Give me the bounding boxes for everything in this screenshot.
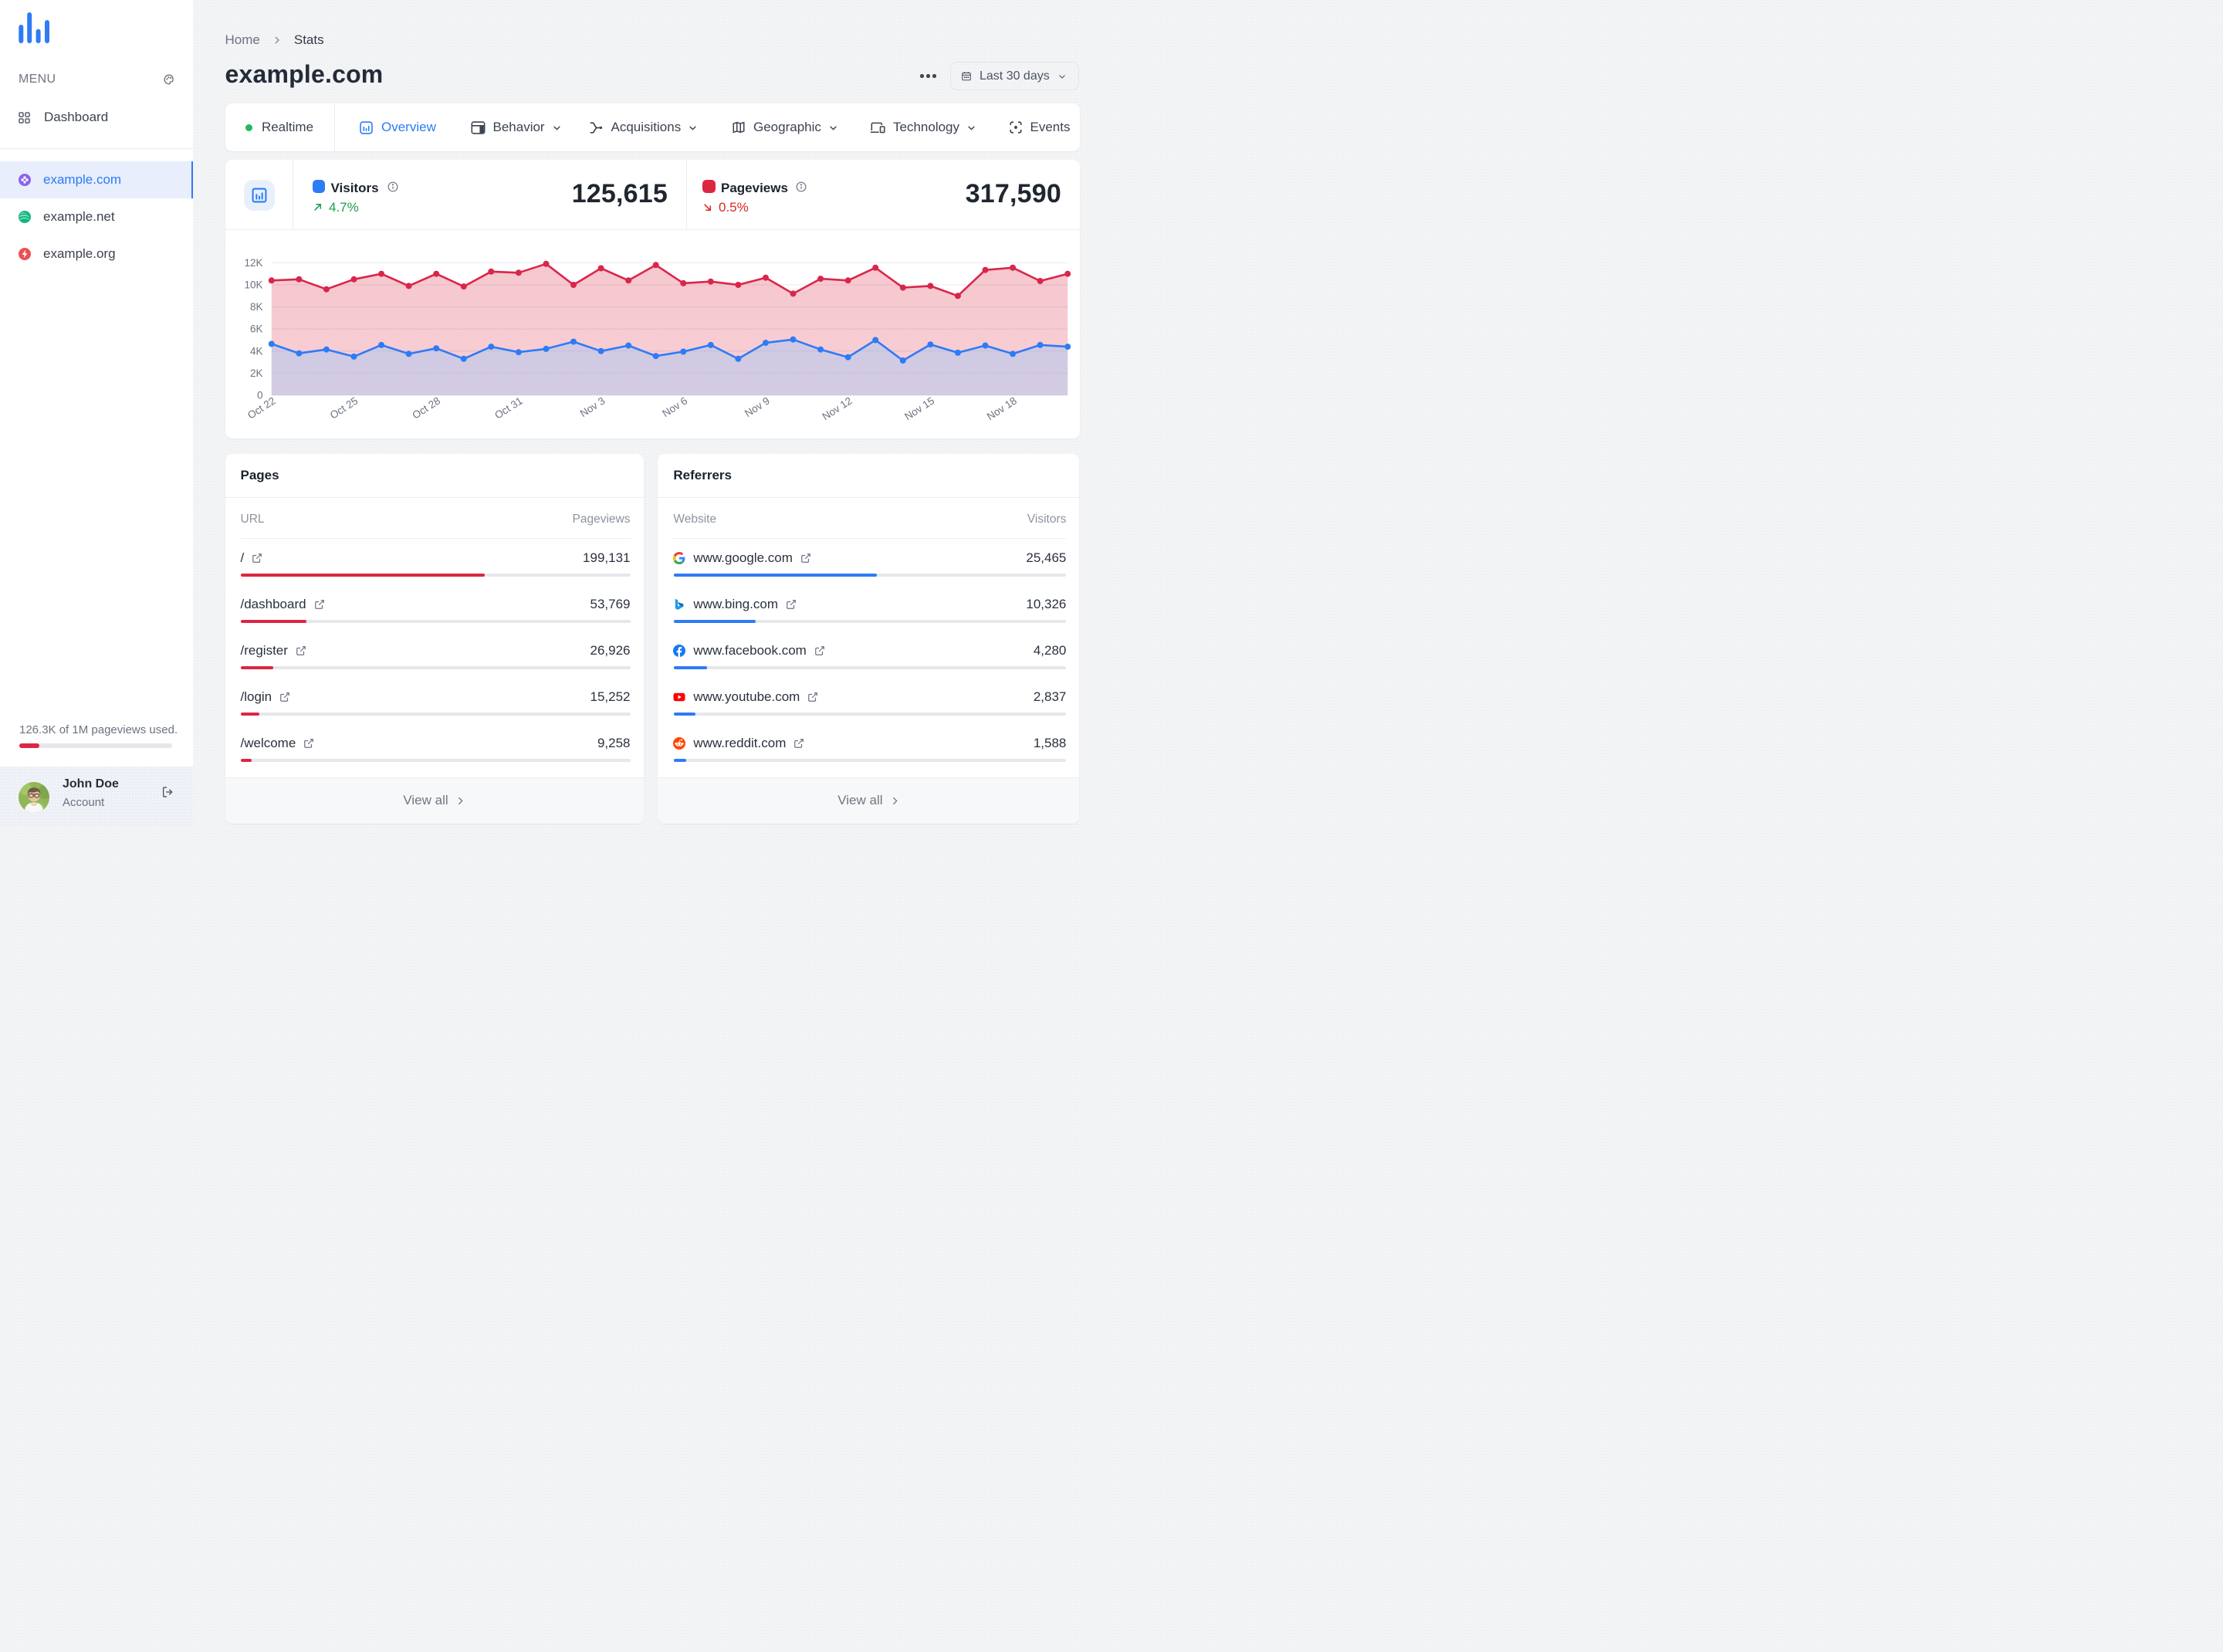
svg-text:Nov 3: Nov 3 [577,394,607,419]
svg-text:0: 0 [256,389,262,401]
svg-text:Oct 25: Oct 25 [327,394,360,421]
svg-text:8K: 8K [249,301,262,313]
svg-text:Nov 6: Nov 6 [660,394,689,419]
svg-text:Oct 31: Oct 31 [492,394,525,421]
svg-text:2K: 2K [249,367,262,378]
svg-text:4K: 4K [249,345,262,357]
svg-text:6K: 6K [249,323,262,334]
svg-text:10K: 10K [244,279,262,290]
svg-text:Nov 12: Nov 12 [820,394,854,422]
svg-text:Nov 15: Nov 15 [902,394,936,422]
svg-text:Oct 28: Oct 28 [410,394,442,421]
svg-text:12K: 12K [244,256,262,268]
svg-text:Nov 9: Nov 9 [743,394,772,419]
svg-text:Nov 18: Nov 18 [984,394,1018,422]
